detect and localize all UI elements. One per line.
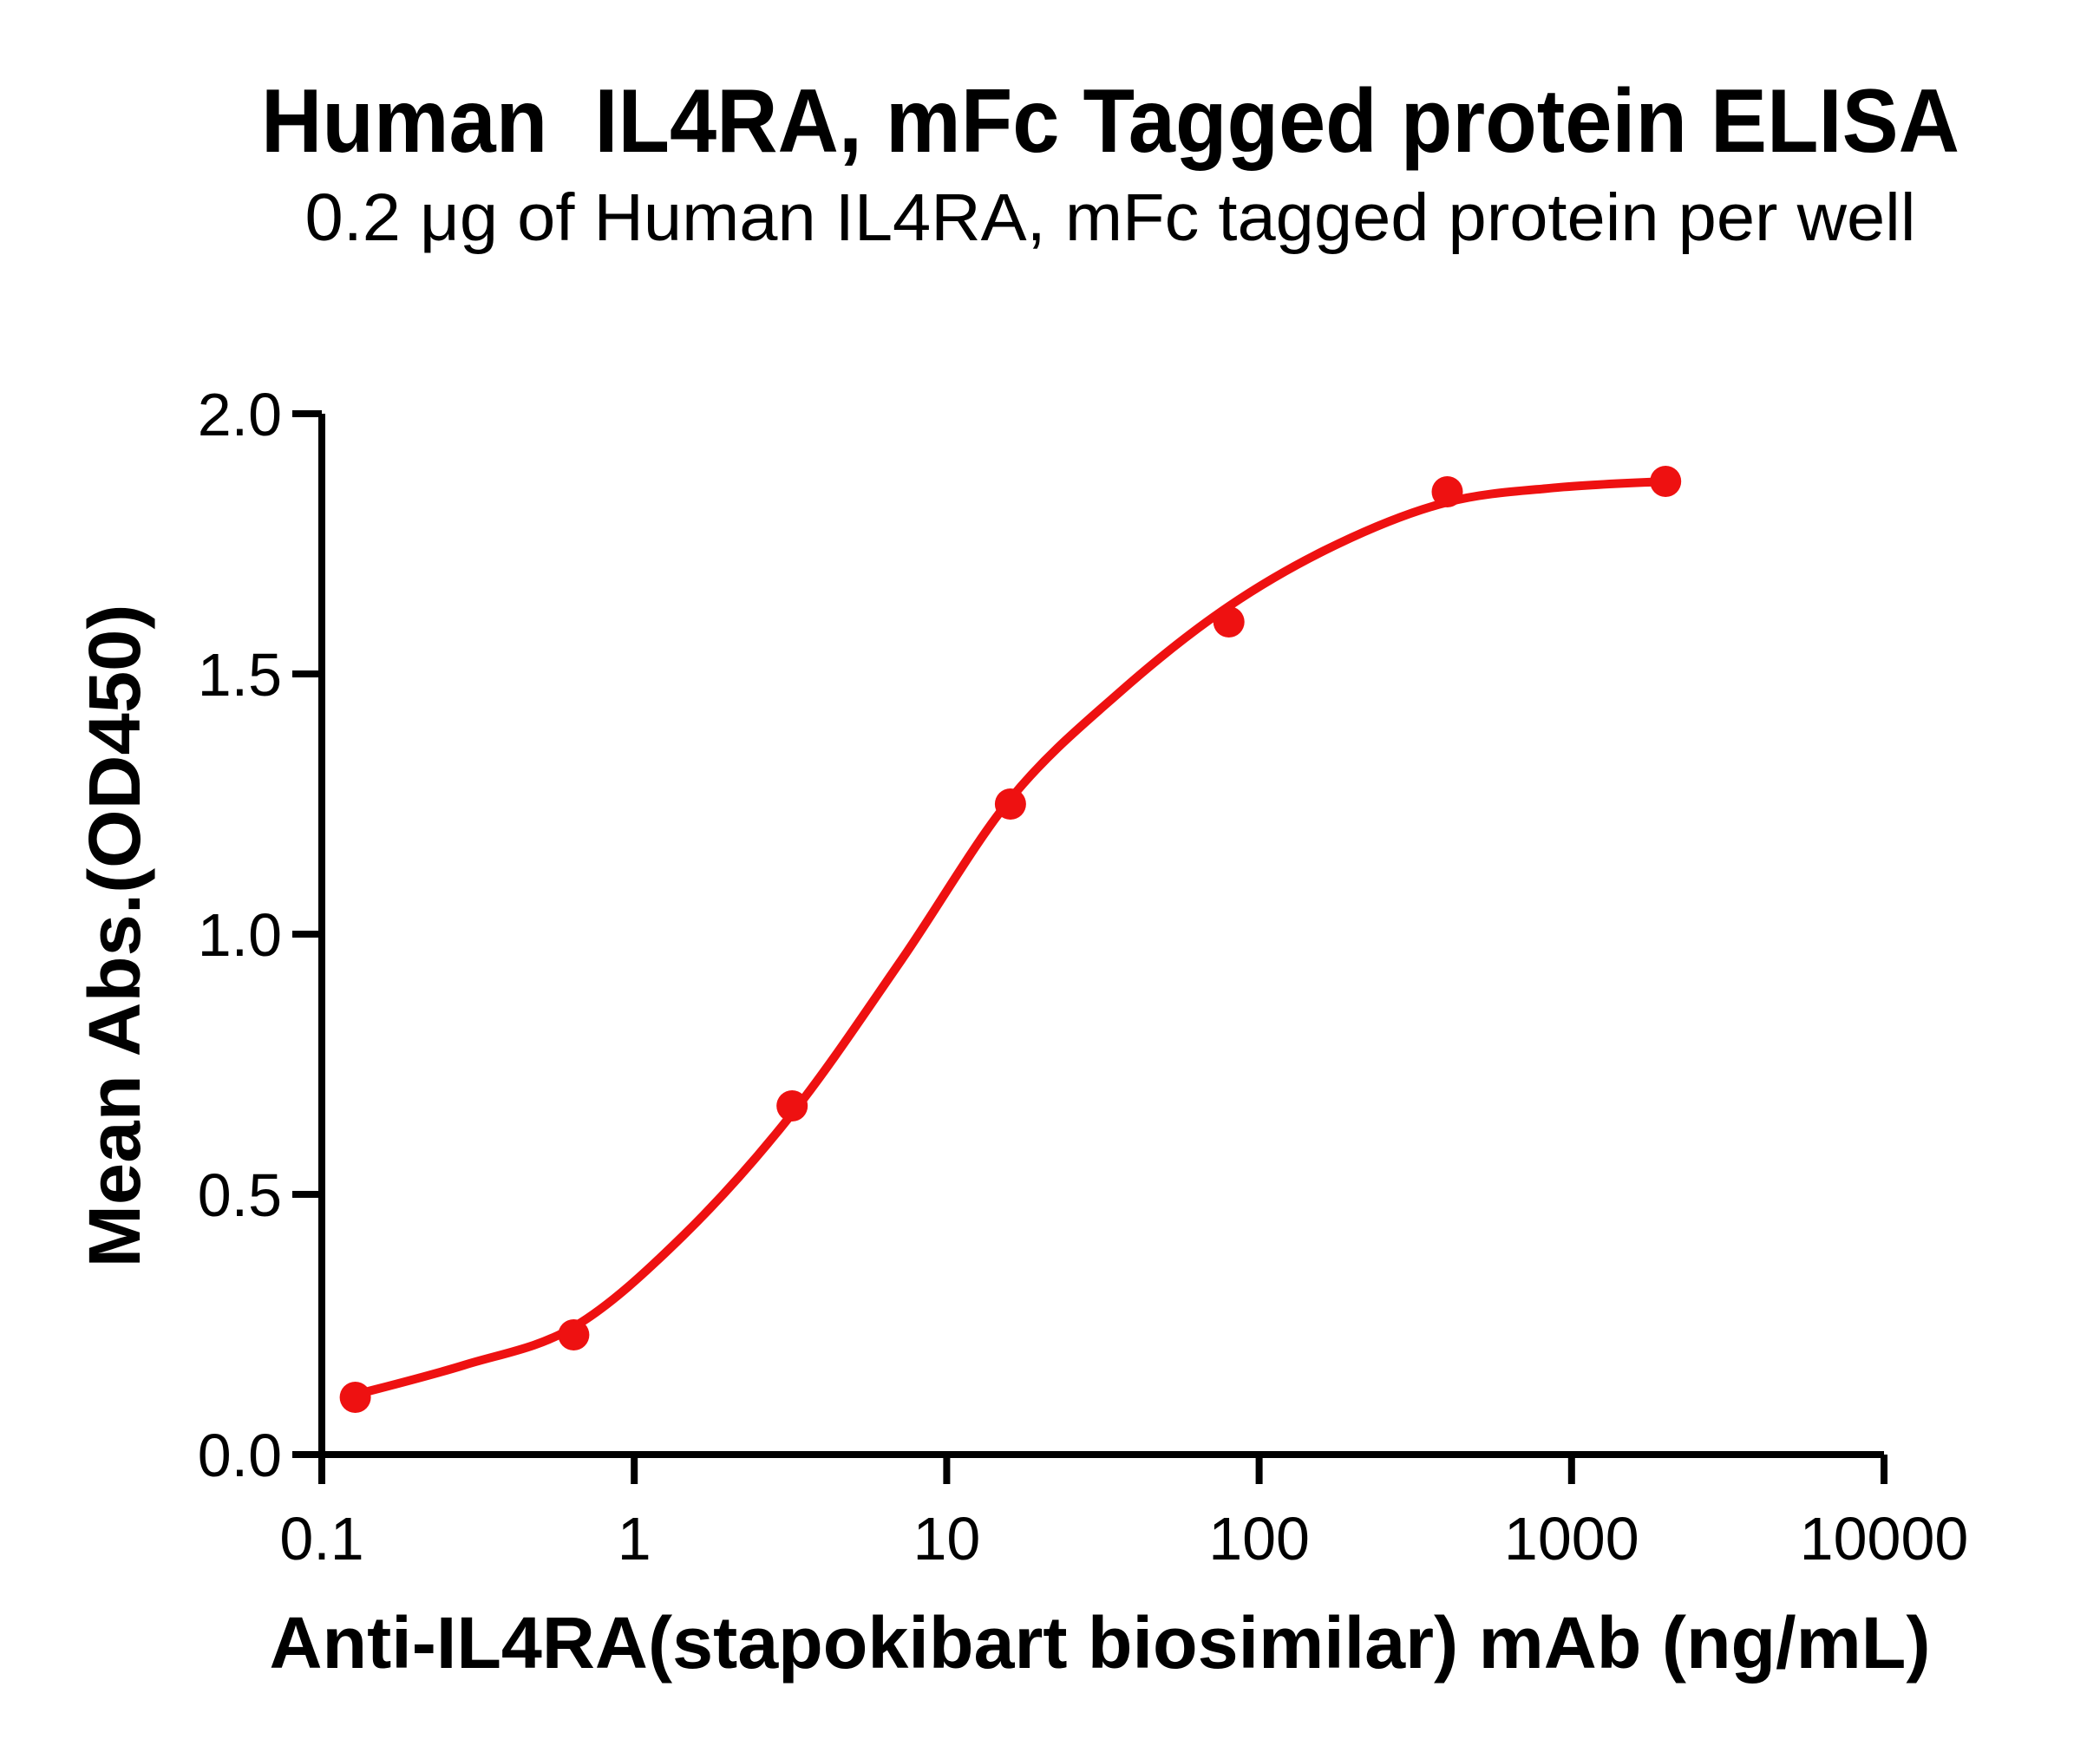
x-tick-label: 10000: [1800, 1505, 1969, 1573]
x-tick-label: 1: [618, 1505, 651, 1573]
data-point-marker: [776, 1090, 808, 1121]
y-tick-label: 0.5: [198, 1161, 282, 1229]
x-axis-title: Anti-IL4RA(stapokibart biosimilar) mAb (…: [270, 1602, 1931, 1684]
y-tick-label: 2.0: [198, 381, 282, 448]
y-tick-label: 0.0: [198, 1422, 282, 1489]
y-axis-title: Mean Abs.(OD450): [74, 605, 155, 1268]
x-tick-label: 0.1: [279, 1505, 363, 1573]
data-points-group: [339, 466, 1682, 1413]
x-tick-label: 1000: [1504, 1505, 1639, 1573]
fit-curve-line: [350, 477, 1671, 1399]
chart-title: Human IL4RA, mFc Tagged protein ELISA: [261, 71, 1959, 172]
data-point-marker: [1650, 466, 1682, 497]
data-point-marker: [558, 1319, 590, 1350]
data-point-marker: [339, 1382, 371, 1413]
x-tick-labels: 0.1 1 10 100 1000 10000: [279, 1505, 1968, 1573]
data-point-marker: [1431, 476, 1463, 507]
chart-subtitle: 0.2 μg of Human IL4RA, mFc tagged protei…: [305, 180, 1916, 255]
x-tick-label: 10: [913, 1505, 980, 1573]
y-tick-label: 1.5: [198, 641, 282, 709]
axis-lines-and-ticks: [292, 410, 1887, 1484]
y-tick-labels: 0.0 0.5 1.0 1.5 2.0: [198, 381, 282, 1489]
fit-curve-group: [350, 477, 1671, 1399]
x-tick-label: 100: [1208, 1505, 1310, 1573]
axes-group: [292, 410, 1887, 1484]
data-point-marker: [994, 788, 1026, 820]
y-tick-label: 1.0: [198, 901, 282, 969]
data-point-marker: [1213, 606, 1245, 638]
